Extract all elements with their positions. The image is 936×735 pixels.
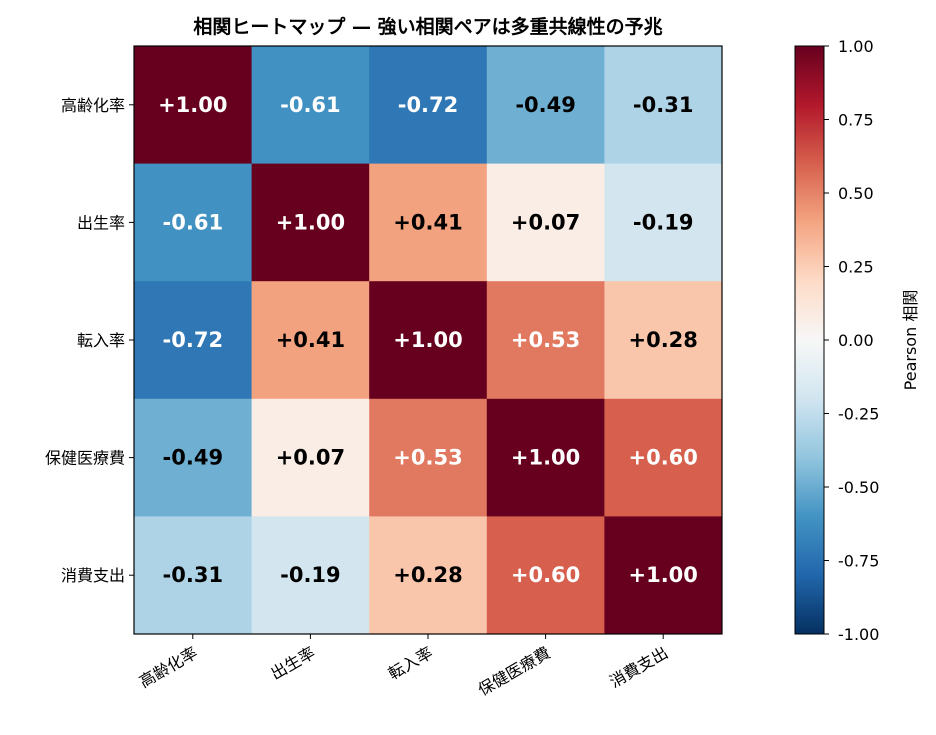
heatmap-cell [486, 163, 605, 282]
x-tick-label: 転入率 [385, 643, 436, 683]
heatmap-cell [486, 516, 605, 635]
heatmap-cells: +1.00 -0.61 -0.72 -0.49 -0.31 -0.61 +1.00 +0.41… [134, 46, 723, 635]
heatmap-cell [369, 516, 488, 635]
x-tick-label: 出生率 [267, 643, 318, 683]
cell-value-label: -0.49 [163, 446, 224, 470]
colorbar-tick-label: 0.50 [838, 184, 874, 203]
cell-value-label: -0.31 [163, 563, 224, 587]
colorbar-tick-label: -0.25 [838, 405, 879, 424]
colorbar-tick-label: 1.00 [838, 37, 874, 56]
cell-value-label: +0.60 [511, 563, 580, 587]
cell-value-label: -0.31 [633, 93, 694, 117]
x-tick-labels: 高齢化率 出生率 転入率 保健医療費 消費支出 [136, 634, 671, 699]
heatmap-cell [486, 46, 605, 165]
colorbar-tick-label: -1.00 [838, 625, 879, 644]
heatmap-cell [604, 516, 723, 635]
y-tick-label: 出生率 [77, 213, 125, 232]
cell-value-label: -0.19 [280, 563, 341, 587]
x-tick-label: 高齢化率 [136, 643, 201, 691]
heatmap-cell [604, 163, 723, 282]
heatmap-cell [251, 281, 370, 400]
heatmap-cell [369, 46, 488, 165]
cell-value-label: +1.00 [628, 563, 697, 587]
y-tick-label: 転入率 [77, 331, 125, 350]
cell-value-label: -0.61 [163, 210, 224, 234]
heatmap-cell [486, 281, 605, 400]
x-tick-label: 保健医療費 [475, 643, 554, 699]
colorbar-tick-label: 0.25 [838, 258, 874, 277]
colorbar-ticks: 1.00 0.75 0.50 0.25 0.00 -0.25 -0.50 -0.75 -1.00 [824, 37, 879, 644]
y-tick-label: 保健医療費 [45, 449, 125, 468]
cell-value-label: +1.00 [511, 446, 580, 470]
cell-value-label: -0.19 [633, 210, 694, 234]
heatmap-cell [134, 163, 253, 282]
heatmap-cell [369, 281, 488, 400]
cell-value-label: +0.07 [511, 210, 580, 234]
heatmap-cell [369, 163, 488, 282]
heatmap-cell [134, 516, 253, 635]
colorbar [794, 45, 825, 635]
heatmap-cell [251, 398, 370, 517]
heatmap-cell [251, 516, 370, 635]
heatmap-cell [604, 398, 723, 517]
cell-value-label: +1.00 [276, 210, 345, 234]
x-tick-label: 消費支出 [606, 643, 671, 691]
heatmap-cell [369, 398, 488, 517]
cell-value-label: +0.07 [276, 446, 345, 470]
chart-title: 相関ヒートマップ — 強い相関ペアは多重共線性の予兆 [193, 15, 662, 38]
heatmap-cell [134, 46, 253, 165]
colorbar-tick-label: -0.75 [838, 552, 879, 571]
cell-value-label: -0.72 [163, 328, 224, 352]
heatmap-cell [134, 398, 253, 517]
y-tick-label: 高齢化率 [61, 96, 125, 115]
colorbar-tick-label: -0.50 [838, 478, 879, 497]
cell-value-label: -0.49 [515, 93, 576, 117]
heatmap-cell [134, 281, 253, 400]
cell-value-label: +0.41 [393, 210, 462, 234]
y-tick-label: 消費支出 [61, 566, 125, 585]
heatmap-cell [486, 398, 605, 517]
heatmap-cell [251, 46, 370, 165]
cell-value-label: +1.00 [393, 328, 462, 352]
colorbar-tick-label: 0.00 [838, 331, 874, 350]
colorbar-label: Pearson 相関 [901, 290, 920, 391]
cell-value-label: +1.00 [158, 93, 227, 117]
colorbar-tick-label: 0.75 [838, 111, 874, 130]
cell-value-label: -0.61 [280, 93, 341, 117]
cell-value-label: +0.28 [628, 328, 697, 352]
heatmap-cell [604, 46, 723, 165]
heatmap-cell [604, 281, 723, 400]
cell-value-label: +0.41 [276, 328, 345, 352]
cell-value-label: +0.28 [393, 563, 462, 587]
cell-value-label: -0.72 [398, 93, 459, 117]
cell-value-label: +0.53 [511, 328, 580, 352]
heatmap-cell [251, 163, 370, 282]
cell-value-label: +0.53 [393, 446, 462, 470]
cell-value-label: +0.60 [628, 446, 697, 470]
